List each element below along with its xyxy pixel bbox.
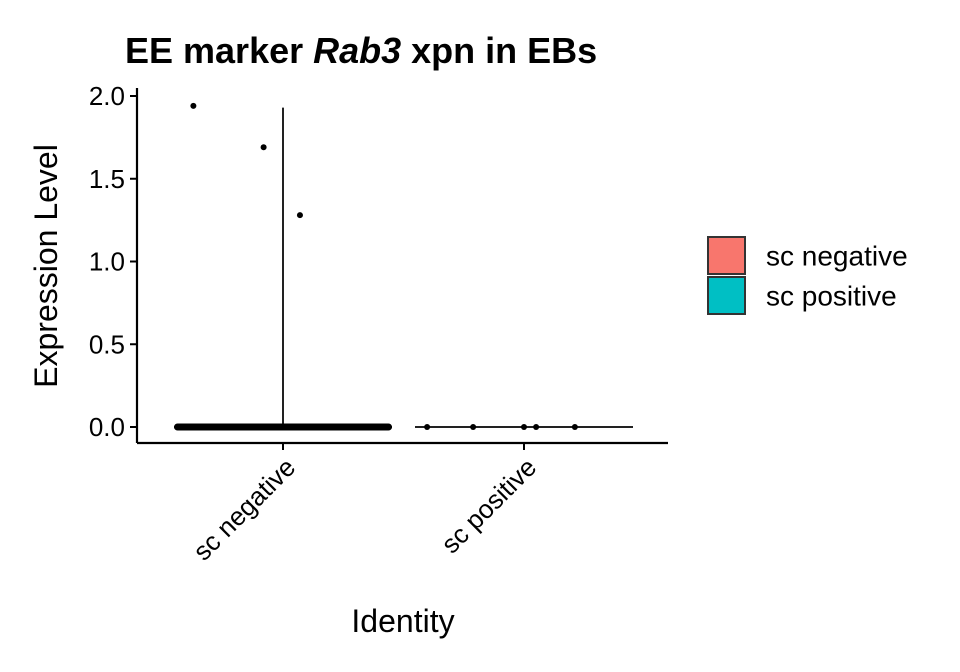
title-suffix: xpn in EBs [401,30,597,71]
data-point [533,424,540,430]
zero-point-band [174,423,392,431]
data-point [521,424,527,430]
legend-label: sc negative [766,241,908,272]
legend-label: sc positive [766,281,897,312]
x-tick-label: sc negative [187,452,301,566]
legend-item: sc negative [707,236,908,275]
y-tick-label: 1.0 [89,247,125,277]
legend-swatch [707,236,746,275]
y-tick-label: 1.5 [89,164,125,194]
violin-sc-negative [174,102,392,431]
y-axis: 0.0 0.5 1.0 1.5 2.0 [89,81,139,443]
data-point [260,144,267,151]
data-point [190,102,197,109]
data-point [571,424,578,430]
x-axis: sc negative sc positive [137,441,668,566]
title-prefix: EE marker [125,30,313,71]
legend-swatch [707,276,746,315]
x-tick-label: sc positive [435,452,542,559]
data-point [296,212,303,219]
chart-title: EE marker Rab3 xpn in EBs [125,30,597,71]
legend: sc negative sc positive [707,236,908,315]
violin-sc-positive [415,424,633,430]
data-point [470,424,477,430]
title-gene: Rab3 [313,30,401,71]
x-axis-title: Identity [351,603,454,639]
y-tick-label: 0.0 [89,412,125,442]
y-tick-label: 2.0 [89,81,125,111]
data-point [424,424,431,430]
legend-item: sc positive [707,276,897,315]
plot-area [174,102,633,431]
y-tick-label: 0.5 [89,329,125,359]
y-axis-title: Expression Level [28,144,64,388]
